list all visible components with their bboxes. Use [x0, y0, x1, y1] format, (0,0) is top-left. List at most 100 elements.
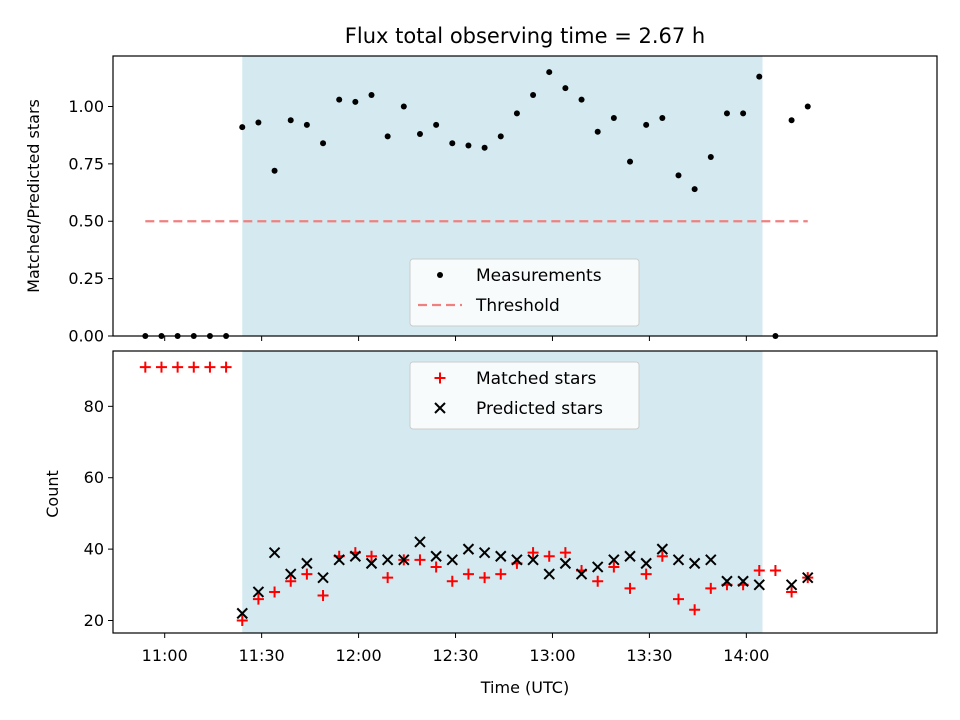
legend-label: Measurements: [476, 266, 602, 286]
matched-star-point: [139, 361, 151, 373]
predicted-star-point: [462, 543, 475, 555]
predicted-star-point: [268, 546, 281, 559]
measurement-point: [303, 121, 310, 128]
matched-star-point: [495, 568, 507, 580]
measurement-point: [723, 110, 730, 117]
measurement-point: [691, 186, 698, 193]
bottom-y-tick-label: 80: [84, 397, 104, 416]
top-y-tick-label: 1.00: [68, 97, 104, 116]
x-tick-label: 11:30: [239, 646, 285, 665]
predicted-star-point: [252, 586, 265, 598]
measurement-point: [416, 131, 423, 138]
matched-star-point: [430, 561, 442, 573]
measurement-point: [255, 119, 262, 126]
predicted-star-point: [430, 550, 442, 562]
predicted-star-point: [236, 607, 248, 620]
predicted-star-point: [624, 550, 636, 562]
bottom-y-tick-label: 60: [84, 468, 104, 487]
chart-title: Flux total observing time = 2.67 h: [345, 24, 705, 48]
predicted-star-point: [575, 568, 588, 580]
matched-star-point: [479, 572, 491, 584]
predicted-star-point: [478, 546, 491, 559]
top-legend: Measurements Threshold: [409, 258, 640, 327]
predicted-star-point: [785, 579, 798, 591]
measurement-point: [659, 114, 666, 121]
predicted-star-point: [285, 568, 297, 580]
matched-star-point: [624, 582, 636, 594]
predicted-star-point: [656, 543, 669, 555]
x-tick-label: 13:30: [626, 646, 672, 665]
measurement-point: [804, 103, 811, 110]
top-y-tick-label: 0.25: [68, 269, 104, 288]
matched-star-point: [705, 582, 717, 594]
measurement-point: [287, 117, 294, 124]
matched-star-point: [672, 593, 684, 605]
bottom-legend: Matched stars Predicted stars: [409, 361, 640, 430]
predicted-star-point: [753, 579, 765, 591]
top-y-tick-label: 0.00: [68, 327, 104, 346]
predicted-star-point: [317, 571, 329, 584]
x-tick-label: 12:00: [336, 646, 382, 665]
matched-star-point: [640, 568, 652, 580]
bottom-panel: 20 40 60 80 11:00 11:30 12:00 12:30 13:00 13:30 14…: [84, 350, 938, 665]
measurement-point: [433, 121, 440, 128]
measurement-point: [675, 172, 682, 179]
measurement-point: [336, 96, 343, 103]
predicted-star-point: [398, 554, 410, 566]
x-axis-label: Time (UTC): [480, 678, 569, 697]
matched-star-point: [527, 547, 539, 559]
matched-star-point: [188, 361, 200, 373]
matched-star-point: [301, 568, 313, 580]
top-axes-frame: [112, 55, 938, 337]
predicted-star-point: [591, 561, 604, 573]
matched-star-point: [786, 586, 798, 598]
measurement-point: [400, 103, 407, 110]
matched-star-point: [592, 575, 604, 587]
measurement-point: [368, 92, 375, 99]
measurement-point: [530, 92, 537, 99]
predicted-star-point: [705, 554, 717, 566]
legend-predicted-marker: [434, 402, 446, 414]
predicted-star-point: [737, 575, 749, 587]
matched-star-point: [382, 572, 394, 584]
bottom-y-tick-label: 20: [84, 611, 104, 630]
measurement-point: [578, 96, 585, 103]
matched-star-point: [414, 554, 426, 566]
measurement-point: [610, 114, 617, 121]
top-legend-box: [409, 258, 640, 327]
matched-star-point: [285, 575, 297, 587]
matched-star-point: [656, 550, 668, 562]
matched-star-point: [608, 561, 620, 573]
matched-star-point: [559, 547, 571, 559]
matched-star-point: [753, 565, 765, 577]
measurement-point: [594, 128, 601, 135]
matched-star-point: [689, 604, 701, 616]
measurement-point: [239, 124, 246, 131]
measurement-point: [320, 140, 327, 147]
predicted-star-point: [688, 557, 701, 570]
measurement-point: [643, 121, 650, 128]
measurement-point: [707, 153, 714, 160]
predicted-star-point: [495, 550, 507, 562]
measurement-point: [627, 158, 634, 165]
matched-star-point: [462, 568, 474, 580]
bottom-y-tick-label: 40: [84, 540, 104, 559]
matched-star-point: [446, 575, 458, 587]
measurement-point: [481, 144, 488, 151]
matched-star-point: [543, 550, 555, 562]
x-tick-label: 11:00: [142, 646, 188, 665]
bottom-y-axis-label: Count: [43, 470, 62, 518]
legend-label: Threshold: [475, 296, 560, 316]
predicted-star-point: [608, 554, 620, 566]
matched-star-point: [252, 593, 264, 605]
top-y-axis-label: Matched/Predicted stars: [24, 99, 43, 293]
top-y-tick-label: 0.50: [68, 212, 104, 231]
matched-star-point: [204, 361, 216, 373]
measurement-point: [546, 69, 553, 76]
measurement-point: [352, 98, 359, 105]
matched-star-point: [220, 361, 232, 373]
measurement-point: [756, 73, 763, 80]
measurement-point: [384, 133, 391, 140]
predicted-star-point: [543, 568, 555, 580]
measurement-point: [562, 85, 569, 92]
